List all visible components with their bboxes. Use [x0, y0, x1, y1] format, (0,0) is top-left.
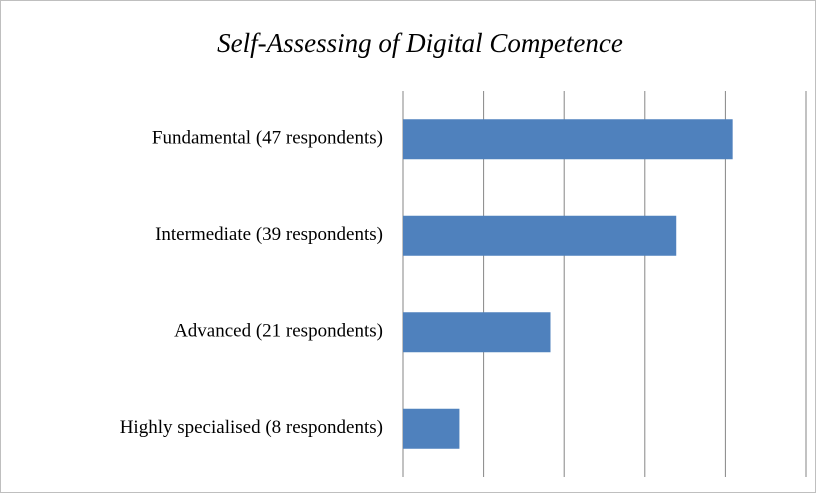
y-tick-label: Fundamental (47 respondents): [152, 128, 383, 149]
bar: [403, 312, 551, 353]
bar: [403, 119, 733, 160]
bar: [403, 408, 460, 449]
chart-title: Self-Assessing of Digital Competence: [217, 28, 623, 58]
y-tick-label: Intermediate (39 respondents): [155, 224, 383, 245]
y-tick-label: Advanced (21 respondents): [174, 321, 383, 342]
bar: [403, 215, 677, 256]
y-tick-label: Highly specialised (8 respondents): [120, 417, 383, 438]
